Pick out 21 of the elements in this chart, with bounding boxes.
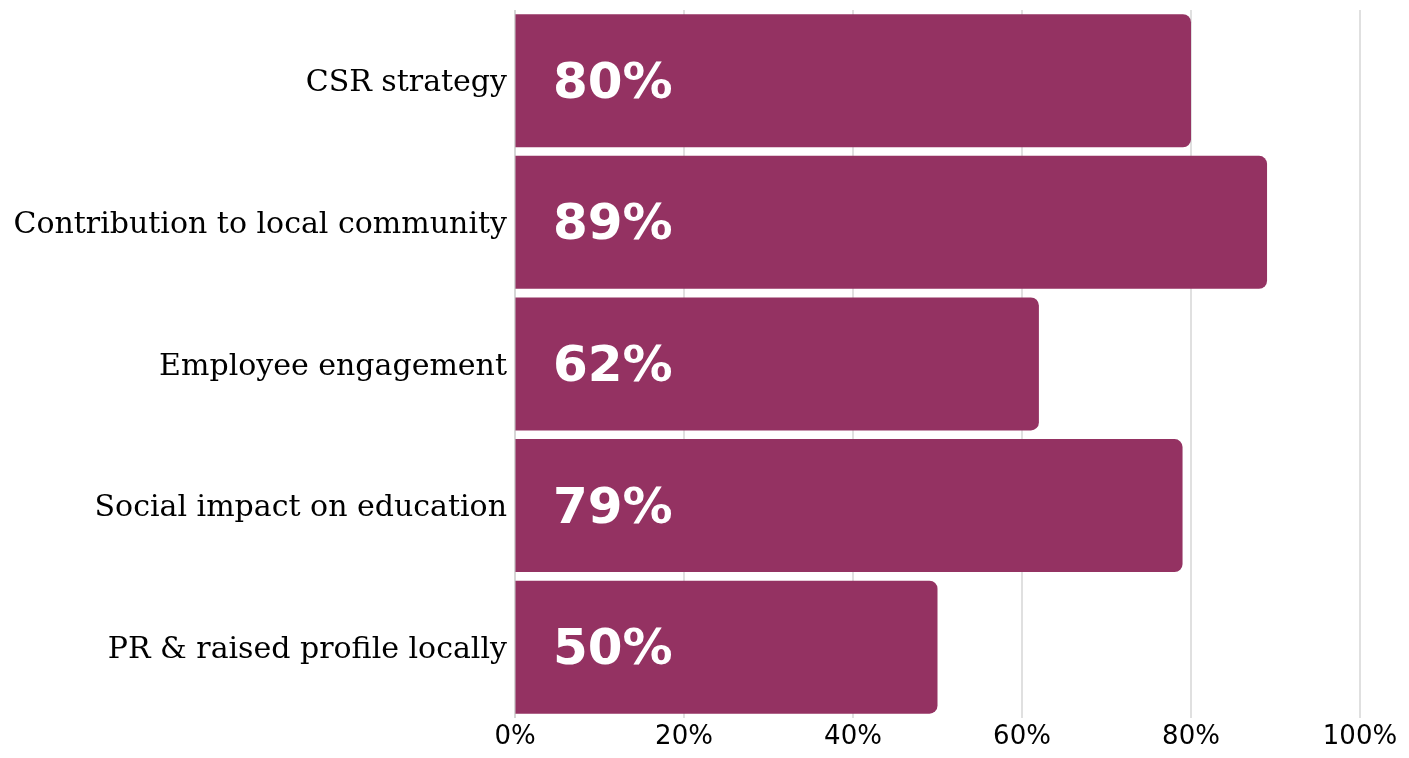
x-tick-label: 60% — [993, 720, 1051, 751]
bar — [515, 297, 1039, 431]
data-label: 50% — [553, 618, 673, 677]
y-tick-label: CSR strategy — [305, 63, 508, 99]
y-tick-label: PR & raised profile locally — [107, 629, 508, 665]
y-tick-label: Social impact on education — [94, 488, 507, 524]
data-label: 79% — [553, 476, 673, 535]
x-tick-label: 100% — [1322, 720, 1398, 751]
y-tick-label: Contribution to local community — [13, 205, 508, 241]
y-tick-label: Employee engagement — [159, 346, 507, 382]
x-tick-label: 0% — [494, 720, 536, 751]
bar — [515, 155, 1268, 289]
bar — [515, 14, 1191, 148]
data-label: 89% — [553, 193, 673, 252]
x-tick-label: 20% — [655, 720, 713, 751]
data-label: 80% — [553, 51, 673, 110]
data-label: 62% — [553, 334, 673, 393]
bar — [515, 580, 938, 714]
bar — [515, 439, 1183, 573]
x-tick-label: 40% — [824, 720, 882, 751]
x-tick-label: 80% — [1162, 720, 1220, 751]
